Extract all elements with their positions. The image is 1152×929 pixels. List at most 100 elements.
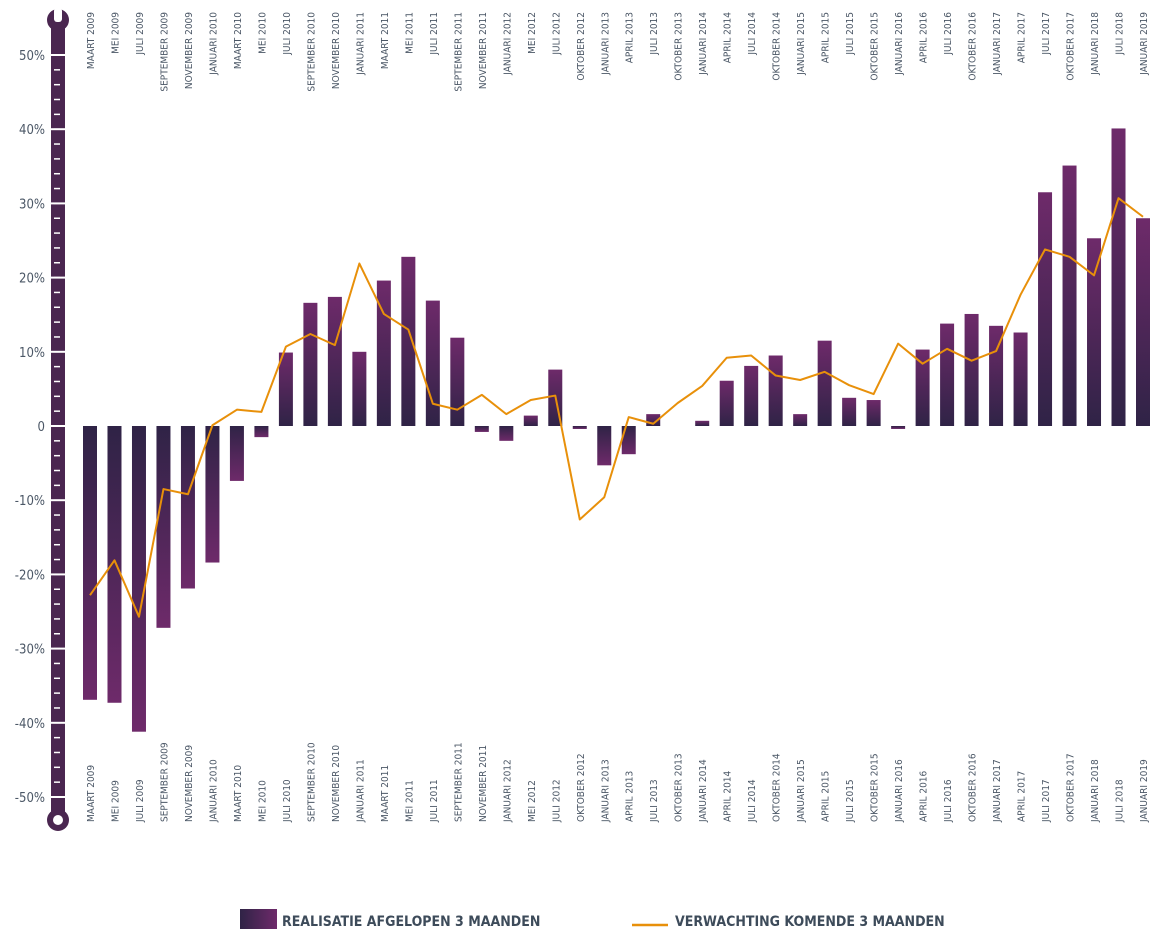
x-tick-label-top: SEPTEMBER 2010 (306, 12, 317, 92)
x-tick-label-bottom: JANUARI 2015 (796, 759, 807, 823)
bar (425, 300, 440, 426)
x-tick-label-bottom: NOVEMBER 2010 (331, 745, 342, 822)
x-tick-label-bottom: JANUARI 2014 (698, 759, 709, 823)
x-tick-label-top: MEI 2011 (404, 12, 415, 54)
y-tick-label: 30% (19, 197, 45, 212)
x-tick-label-bottom: MAART 2010 (233, 765, 244, 822)
bar (156, 426, 171, 628)
x-tick-label-top: APRIL 2014 (723, 12, 734, 64)
bar (964, 313, 979, 426)
x-tick-label-bottom: MAART 2009 (86, 765, 97, 822)
x-tick-label-top: NOVEMBER 2010 (331, 12, 342, 89)
y-tick-label: -20% (15, 568, 45, 583)
x-tick-label-top: JULI 2018 (1115, 12, 1126, 56)
x-tick-label-top: JANUARI 2017 (992, 12, 1003, 76)
x-tick-label-bottom: MEI 2011 (404, 780, 415, 822)
bar (401, 256, 416, 426)
x-tick-label-top: SEPTEMBER 2009 (159, 12, 170, 92)
x-tick-label-bottom: JANUARI 2012 (502, 759, 513, 823)
x-tick-label-top: APRIL 2015 (821, 12, 832, 63)
bar (352, 351, 367, 426)
x-tick-label-top: JULI 2016 (943, 12, 954, 56)
x-tick-label-top: MEI 2012 (527, 12, 538, 54)
y-tick-label: 50% (19, 49, 45, 64)
bar (450, 337, 465, 426)
bar (866, 400, 881, 426)
x-tick-label-top: JULI 2015 (845, 12, 856, 56)
x-tick-label-top: OKTOBER 2016 (968, 12, 979, 81)
line (89, 197, 1144, 618)
x-tick-label-bottom: JULI 2014 (747, 779, 758, 823)
x-tick-label-top: JULI 2017 (1041, 12, 1052, 56)
x-tick-label-bottom: JANUARI 2013 (600, 759, 611, 823)
y-tick-label: 20% (19, 272, 45, 287)
bar (842, 397, 857, 426)
bar (303, 302, 318, 426)
y-tick-label: 10% (19, 346, 45, 361)
x-tick-label-bottom: OKTOBER 2015 (870, 753, 881, 822)
bar (278, 352, 293, 426)
x-tick-label-bottom: OKTOBER 2013 (674, 753, 685, 822)
y-tick-label: -50% (15, 791, 45, 806)
x-tick-label-top: OKTOBER 2014 (772, 12, 783, 81)
x-tick-label-bottom: SEPTEMBER 2009 (159, 742, 170, 822)
x-tick-label-top: JULI 2009 (135, 12, 146, 56)
bar (83, 426, 97, 700)
x-tick-label-bottom: APRIL 2016 (919, 770, 930, 822)
bar (254, 426, 269, 438)
x-tick-label-bottom: JULI 2018 (1115, 779, 1126, 823)
bar (131, 426, 146, 732)
x-tick-label-top: JANUARI 2012 (502, 12, 513, 76)
bar (793, 414, 808, 426)
x-tick-label-bottom: OKTOBER 2014 (772, 753, 783, 822)
x-tick-label-bottom: APRIL 2015 (821, 771, 832, 822)
bar (1038, 192, 1053, 426)
x-tick-label-bottom: SEPTEMBER 2010 (306, 742, 317, 822)
x-tick-label-top: JANUARI 2010 (208, 12, 219, 76)
x-tick-label-bottom: JANUARI 2011 (355, 759, 366, 823)
bar (989, 325, 1004, 426)
x-tick-label-top: OKTOBER 2015 (870, 12, 881, 81)
y-tick-label: 40% (19, 123, 45, 138)
x-tick-label-bottom: OKTOBER 2016 (968, 753, 979, 822)
legend-swatch-bar (240, 909, 277, 929)
x-tick-label-bottom: JANUARI 2017 (992, 759, 1003, 823)
bar (229, 426, 244, 481)
bar (646, 414, 661, 426)
bar (719, 380, 734, 426)
bar (1111, 128, 1126, 426)
x-tick-label-top: OKTOBER 2013 (674, 12, 685, 81)
x-tick-label-top: JANUARI 2015 (796, 12, 807, 76)
x-tick-label-top: APRIL 2017 (1017, 12, 1028, 63)
legend-label: REALISATIE AFGELOPEN 3 MAANDEN (282, 914, 540, 929)
bar (499, 426, 514, 441)
x-tick-label-top: OKTOBER 2017 (1066, 12, 1077, 81)
x-tick-label-bottom: JULI 2016 (943, 779, 954, 823)
x-tick-label-top: JANUARI 2018 (1090, 12, 1101, 76)
x-tick-label-top: APRIL 2013 (625, 12, 636, 63)
bar (1013, 332, 1028, 426)
x-tick-label-bottom: MEI 2009 (110, 780, 121, 822)
bar (695, 420, 710, 426)
bar (474, 426, 489, 432)
x-tick-label-bottom: JULI 2010 (282, 779, 293, 823)
bar (891, 426, 906, 429)
x-tick-label-top: MEI 2009 (110, 12, 121, 54)
bar (940, 323, 955, 426)
x-tick-label-top: JANUARI 2013 (600, 12, 611, 76)
x-tick-label-top: MAART 2010 (233, 12, 244, 69)
x-tick-label-bottom: SEPTEMBER 2011 (453, 742, 464, 822)
bar (744, 365, 759, 426)
bar (597, 426, 612, 466)
bar (817, 340, 832, 426)
x-tick-label-bottom: APRIL 2014 (723, 770, 734, 822)
y-tick-label: 0 (38, 420, 45, 435)
x-tick-label-top: JULI 2014 (747, 12, 758, 56)
x-tick-label-bottom: JANUARI 2019 (1139, 759, 1150, 823)
x-tick-label-bottom: MEI 2010 (257, 780, 268, 822)
x-tick-label-bottom: MAART 2011 (380, 765, 391, 822)
bar (1087, 238, 1102, 426)
y-tick-label: -10% (15, 494, 45, 509)
y-tick-label: -30% (15, 643, 45, 658)
x-tick-label-top: JULI 2010 (282, 12, 293, 56)
